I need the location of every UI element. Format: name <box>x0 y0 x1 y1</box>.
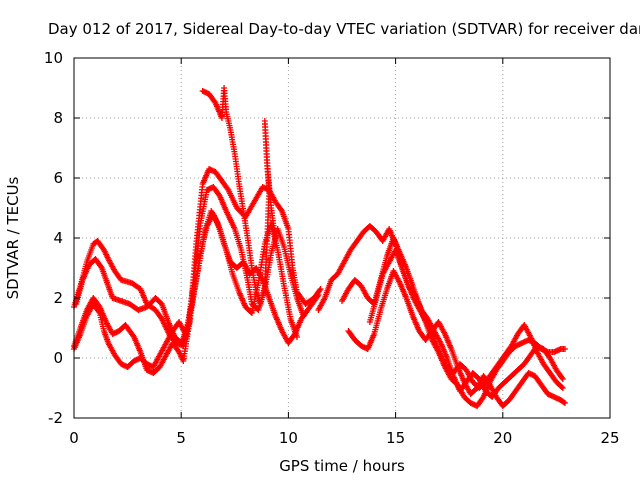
data-point <box>316 287 323 294</box>
y-tick-label: 2 <box>53 289 63 307</box>
data-point <box>293 334 300 340</box>
y-tick-label: -2 <box>48 409 63 427</box>
y-tick-label: 0 <box>53 349 63 367</box>
data-point <box>558 374 565 381</box>
x-tick-label: 10 <box>279 429 298 447</box>
data-point <box>559 385 566 391</box>
y-tick-label: 6 <box>53 169 63 187</box>
data-points <box>71 85 568 409</box>
data-point <box>97 263 104 270</box>
y-tick-label: 8 <box>53 109 63 127</box>
x-axis-label: GPS time / hours <box>279 457 405 475</box>
x-tick-label: 5 <box>176 429 186 447</box>
data-point <box>559 376 566 382</box>
data-point <box>278 206 285 213</box>
data-point <box>315 292 322 298</box>
x-tick-label: 20 <box>493 429 512 447</box>
y-axis-label: SDTVAR / TECUs <box>4 176 22 299</box>
x-tick-label: 0 <box>69 429 79 447</box>
data-point <box>561 400 568 406</box>
chart-title: Day 012 of 2017, Sidereal Day-to-day VTE… <box>48 20 640 38</box>
x-tick-label: 25 <box>600 429 619 447</box>
axis-ticks: 0 5 10 15 20 25 -2 0 2 4 6 8 10 <box>44 49 620 447</box>
data-point <box>558 384 565 390</box>
data-point <box>272 238 279 244</box>
data-point <box>561 346 568 352</box>
data-point <box>224 185 231 192</box>
x-tick-label: 15 <box>386 429 405 447</box>
data-point <box>560 399 567 406</box>
y-tick-label: 4 <box>53 229 63 247</box>
data-point <box>317 286 324 292</box>
data-point <box>314 293 321 300</box>
y-tick-label: 10 <box>44 49 63 67</box>
